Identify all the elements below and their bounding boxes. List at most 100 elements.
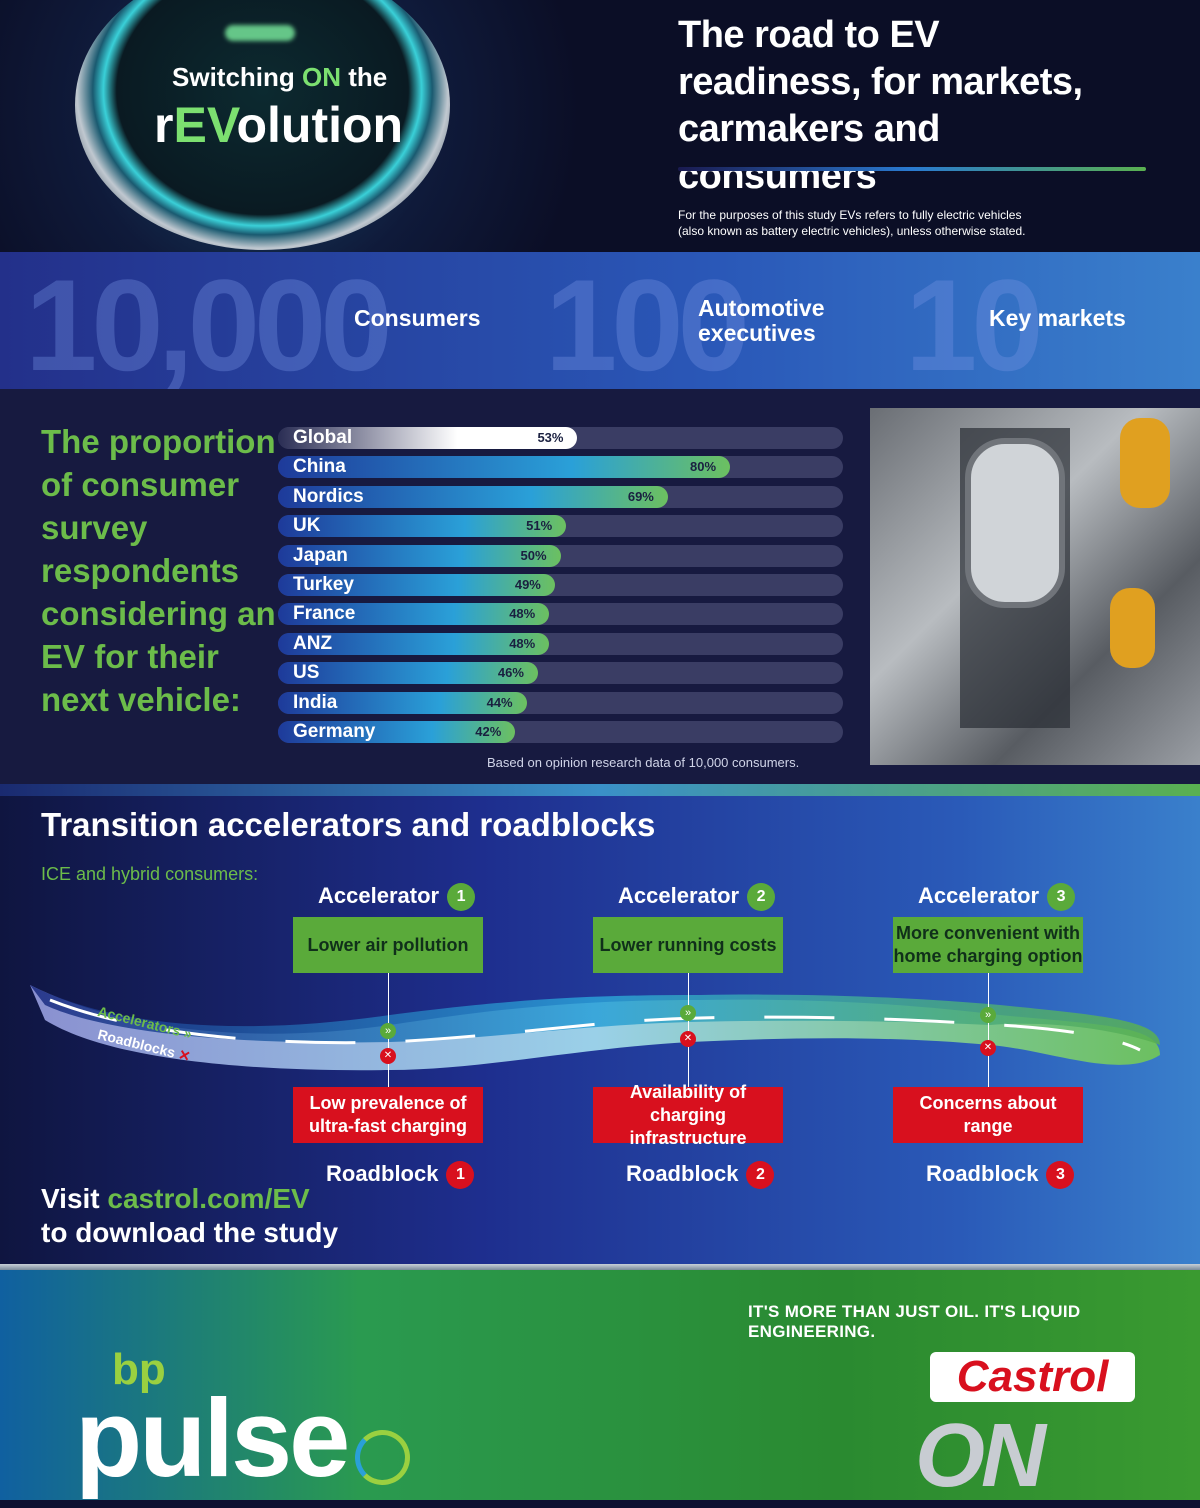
bar-france: [278, 603, 550, 626]
road-dashes: [49, 998, 1141, 1052]
roadblock-label: Roadblock: [926, 1161, 1039, 1186]
value-label: 51%: [526, 518, 553, 534]
value-label: 44%: [486, 694, 513, 710]
stat-value-consumers: 10,000: [25, 252, 393, 398]
category-label: France: [293, 603, 356, 625]
roadblock-box: Availability of charging infrastructure: [593, 1082, 783, 1148]
value-label: 48%: [509, 606, 536, 622]
roadblock-label: Roadblock: [626, 1161, 739, 1186]
bar-turkey: [278, 574, 555, 596]
bar-germany: [278, 721, 516, 743]
bar-us: [278, 662, 538, 685]
value-label: 53%: [537, 430, 564, 445]
accelerator-number-badge: 1: [447, 883, 476, 912]
stat-label-executives: Automotive executives: [698, 296, 825, 346]
castrol-on-logo: ON: [915, 1406, 1046, 1506]
pulse-ring-icon: [355, 1430, 410, 1485]
accelerator-marker-icon: »: [380, 1023, 396, 1039]
visit-text: to download the study: [41, 1217, 339, 1248]
castrol-tagline: IT'S MORE THAN JUST OIL. IT'S LIQUID ENG…: [748, 1302, 1081, 1341]
visit-text: Visit: [41, 1183, 108, 1214]
category-label: Global: [293, 427, 353, 448]
note-line: (also known as battery electric vehicles…: [678, 224, 1026, 238]
value-label: 49%: [514, 577, 541, 592]
switch-glow: [225, 25, 295, 41]
stat-label-consumers: Consumers: [354, 305, 481, 331]
badge-on: ON: [302, 62, 341, 92]
badge-line-1: Switching ON the: [172, 62, 387, 93]
section-divider: [0, 784, 1200, 796]
roadmap-subtitle: ICE and hybrid consumers:: [41, 864, 259, 884]
stat-label-line: Automotive: [698, 295, 825, 321]
connector-line: [688, 973, 689, 1087]
bar-japan: [278, 544, 561, 567]
factory-photo: [870, 408, 1200, 765]
pulse-logo-text: pulse: [75, 1377, 350, 1500]
badge-line-2: rEVolution: [154, 96, 403, 154]
roadblock-number-badge: 1: [446, 1161, 475, 1190]
value-label: 50%: [520, 547, 547, 563]
badge-text: the: [341, 62, 388, 92]
roadblock-number-badge: 3: [1046, 1161, 1075, 1190]
roadblock-marker-icon: ✕: [680, 1031, 696, 1047]
chart-source: Based on opinion research data of 10,000…: [487, 755, 800, 770]
category-label: UK: [293, 515, 321, 537]
roadmap-title: Transition accelerators and roadblocks: [41, 806, 656, 843]
badge-ev: EV: [173, 97, 237, 153]
category-label: Japan: [293, 544, 348, 566]
category-label: Germany: [293, 721, 376, 742]
title-divider: [678, 167, 1146, 171]
footer-divider: [0, 1264, 1200, 1270]
robot-arm: [1110, 588, 1155, 668]
category-label: Nordics: [293, 485, 364, 507]
note-line: For the purposes of this study EVs refer…: [678, 208, 1022, 222]
switch-button-image: [75, 0, 450, 250]
badge-text: Switching: [172, 62, 302, 92]
roadblock-marker-icon: ✕: [380, 1048, 396, 1064]
castrol-logo: Castrol: [930, 1352, 1135, 1402]
accelerator-heading: Accelerator 3: [918, 883, 1076, 912]
robot-arm: [1120, 418, 1170, 508]
value-label: 46%: [497, 665, 524, 681]
car-body: [965, 438, 1065, 608]
category-label: ANZ: [293, 632, 333, 654]
bar-nordics: [278, 485, 668, 508]
value-label: 80%: [690, 459, 717, 475]
page-title: The road to EV readiness, for markets, c…: [678, 14, 1083, 197]
stats-band: [0, 252, 1200, 389]
roadblock-marker-icon: ✕: [980, 1040, 996, 1056]
category-label: India: [293, 691, 338, 713]
accelerator-number-badge: 3: [1047, 883, 1076, 912]
roadblock-heading: Roadblock 1: [326, 1161, 475, 1190]
accelerator-heading: Accelerator 1: [318, 883, 476, 912]
accelerator-box: Lower air pollution: [293, 917, 483, 973]
roadblock-box: Low prevalence of ultra-fast charging: [293, 1087, 483, 1143]
stat-label-line: executives: [698, 320, 816, 346]
accelerator-marker-icon: »: [980, 1007, 996, 1023]
category-label: China: [293, 456, 346, 478]
accelerator-box: More convenient with home charging optio…: [893, 917, 1083, 973]
accelerator-box: Lower running costs: [593, 917, 783, 973]
roadblock-label: Roadblock: [326, 1161, 439, 1186]
stat-label-markets: Key markets: [989, 305, 1126, 331]
badge-text: olution: [236, 97, 404, 153]
bar-anz: [278, 632, 550, 655]
bp-logo-text: bp: [112, 1345, 166, 1394]
roadblock-number-badge: 2: [746, 1161, 775, 1190]
accelerator-label: Accelerator: [618, 883, 740, 908]
chart-title: The proportion of consumer survey respon…: [41, 423, 276, 718]
accelerator-number-badge: 2: [747, 883, 776, 912]
bar-china: [278, 456, 730, 479]
accelerator-label: Accelerator: [318, 883, 440, 908]
roadblock-heading: Roadblock 3: [926, 1161, 1075, 1190]
castrol-link[interactable]: castrol.com/EV: [107, 1183, 310, 1214]
bar-india: [278, 691, 527, 714]
visit-cta: Visit castrol.com/EV to download the stud…: [41, 1182, 338, 1250]
bar-global: [278, 427, 578, 449]
accelerator-heading: Accelerator 2: [618, 883, 776, 912]
connector-line: [988, 973, 989, 1087]
road-graphic: [30, 985, 1160, 1071]
category-label: US: [293, 662, 320, 684]
category-label: Turkey: [293, 574, 354, 595]
value-label: 69%: [627, 488, 654, 504]
